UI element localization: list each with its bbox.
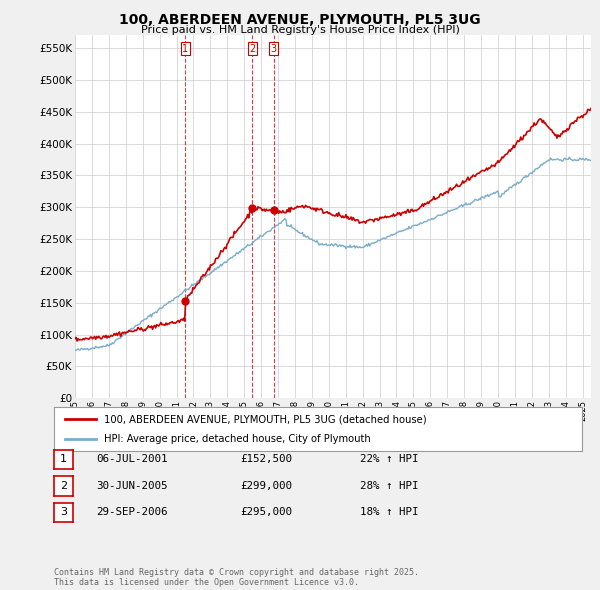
Text: £152,500: £152,500 [240,454,292,464]
Text: HPI: Average price, detached house, City of Plymouth: HPI: Average price, detached house, City… [104,434,371,444]
Text: Price paid vs. HM Land Registry's House Price Index (HPI): Price paid vs. HM Land Registry's House … [140,25,460,35]
Point [248,203,257,212]
Text: 1: 1 [60,454,67,464]
Text: 2: 2 [60,481,67,491]
Text: 18% ↑ HPI: 18% ↑ HPI [360,507,419,517]
Text: 30-JUN-2005: 30-JUN-2005 [96,481,167,491]
Point [269,206,278,215]
Text: £299,000: £299,000 [240,481,292,491]
Text: 2: 2 [250,44,256,54]
Text: 28% ↑ HPI: 28% ↑ HPI [360,481,419,491]
Text: 3: 3 [60,507,67,517]
Text: 3: 3 [271,44,277,54]
Text: 1: 1 [182,44,188,54]
Text: 100, ABERDEEN AVENUE, PLYMOUTH, PL5 3UG (detached house): 100, ABERDEEN AVENUE, PLYMOUTH, PL5 3UG … [104,414,427,424]
Text: 06-JUL-2001: 06-JUL-2001 [96,454,167,464]
Point [181,296,190,306]
Text: Contains HM Land Registry data © Crown copyright and database right 2025.
This d: Contains HM Land Registry data © Crown c… [54,568,419,587]
Text: 100, ABERDEEN AVENUE, PLYMOUTH, PL5 3UG: 100, ABERDEEN AVENUE, PLYMOUTH, PL5 3UG [119,13,481,27]
Text: 29-SEP-2006: 29-SEP-2006 [96,507,167,517]
Text: £295,000: £295,000 [240,507,292,517]
Text: 22% ↑ HPI: 22% ↑ HPI [360,454,419,464]
